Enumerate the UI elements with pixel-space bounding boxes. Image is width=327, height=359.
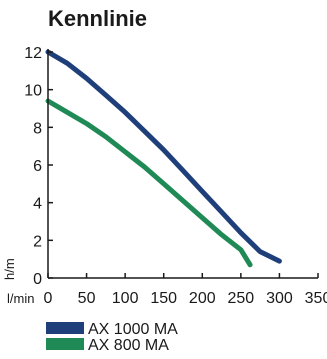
y-tick-label: 2 xyxy=(33,233,42,250)
tick-labels-layer: 0 2 4 6 8 10 12 0 50 100 150 200 250 300 350 xyxy=(24,45,327,307)
y-tick-label: 10 xyxy=(24,83,42,100)
x-tick-label: 300 xyxy=(266,290,293,307)
legend-label-0: AX 1000 MA xyxy=(88,321,178,338)
x-tick-label: 200 xyxy=(189,290,216,307)
x-tick-label: 350 xyxy=(305,290,327,307)
series-line-0 xyxy=(45,49,282,264)
x-tick-label: 50 xyxy=(78,290,96,307)
x-tick-label: 150 xyxy=(150,290,177,307)
y-axis-label: h/m xyxy=(2,258,17,280)
curves-layer xyxy=(45,49,282,268)
x-tick-label: 0 xyxy=(44,290,53,307)
chart-title: Kennlinie xyxy=(48,6,147,31)
axes-layer xyxy=(47,49,319,279)
y-tick-label: 8 xyxy=(33,120,42,137)
legend-swatch-0 xyxy=(46,322,84,334)
legend-label-1: AX 800 MA xyxy=(88,337,169,354)
x-tick-label: 100 xyxy=(112,290,139,307)
y-tick-label: 0 xyxy=(33,271,42,288)
y-tick-label: 12 xyxy=(24,45,42,62)
legend-swatch-1 xyxy=(46,338,84,350)
y-tick-label: 4 xyxy=(33,196,42,213)
x-tick-label: 250 xyxy=(228,290,255,307)
y-tick-label: 6 xyxy=(33,158,42,175)
series-line-1 xyxy=(45,98,253,268)
x-axis-label: l/min xyxy=(7,291,34,306)
